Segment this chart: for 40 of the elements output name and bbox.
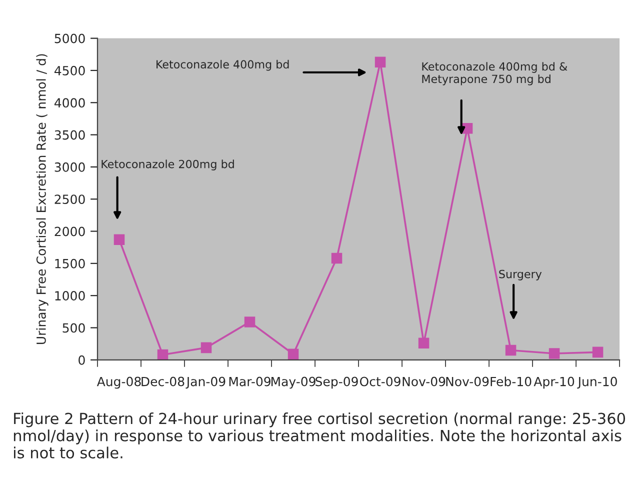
x-tick-label: May-09 [271, 376, 316, 389]
y-tick-label: 5000 [54, 34, 85, 44]
y-tick-label: 2500 [54, 194, 85, 204]
annotation: Surgery [499, 270, 542, 280]
y-tick-label: 1000 [55, 291, 85, 301]
y-tick-label: 0 [78, 355, 85, 365]
point [114, 234, 125, 246]
y-tick-label: 4500 [54, 66, 85, 76]
x-tick-label: Oct-09 [360, 376, 400, 386]
point [374, 56, 386, 68]
x-tick-label: Aug-08 [96, 376, 141, 389]
annotation: Ketoconazole 400mg bd [156, 60, 289, 71]
x-tick-label: Apr-10 [534, 376, 574, 389]
y-tick-label: 3000 [54, 162, 85, 172]
y-tick-label: 500 [62, 323, 85, 333]
y-tick-label: 1500 [55, 258, 85, 268]
point [157, 349, 168, 360]
x-tick-label: Jun-10 [577, 376, 617, 389]
point [244, 316, 256, 328]
point [200, 342, 212, 354]
point [505, 344, 516, 356]
y-tick-label: 4000 [54, 98, 85, 108]
x-tick-label: Nov-09 [402, 376, 446, 386]
x-tick-label: Nov-09 [446, 376, 489, 386]
point [418, 338, 430, 349]
x-tick-label: Mar-09 [229, 376, 270, 386]
annotation: Ketoconazole 400mg bd & Metyrapone 750 mg bd [422, 62, 568, 86]
y-axis-title: Urinary Free Cortisol Excretion Rate ( nmol / d) [36, 54, 48, 344]
x-tick-label: Jan-09 [186, 376, 226, 389]
x-tick-label: Sep-09 [316, 376, 358, 389]
annotation: Ketoconazole 200mg bd [102, 160, 234, 170]
x-tick-label: Dec-08 [142, 376, 184, 386]
x-tick-label: Feb-10 [490, 376, 532, 386]
point [592, 346, 604, 358]
y-tick-label: 3500 [54, 130, 85, 140]
point [331, 252, 342, 264]
y-tick-label: 2000 [54, 226, 85, 236]
point [548, 348, 560, 359]
point [288, 348, 299, 360]
caption: Figure 2 Pattern of 24-hour urinary free cortisol secretion (normal range: 25-360 nmol/day) in response to various treatment modalities. Note the horizontal axis is not to scale. [14, 412, 626, 458]
